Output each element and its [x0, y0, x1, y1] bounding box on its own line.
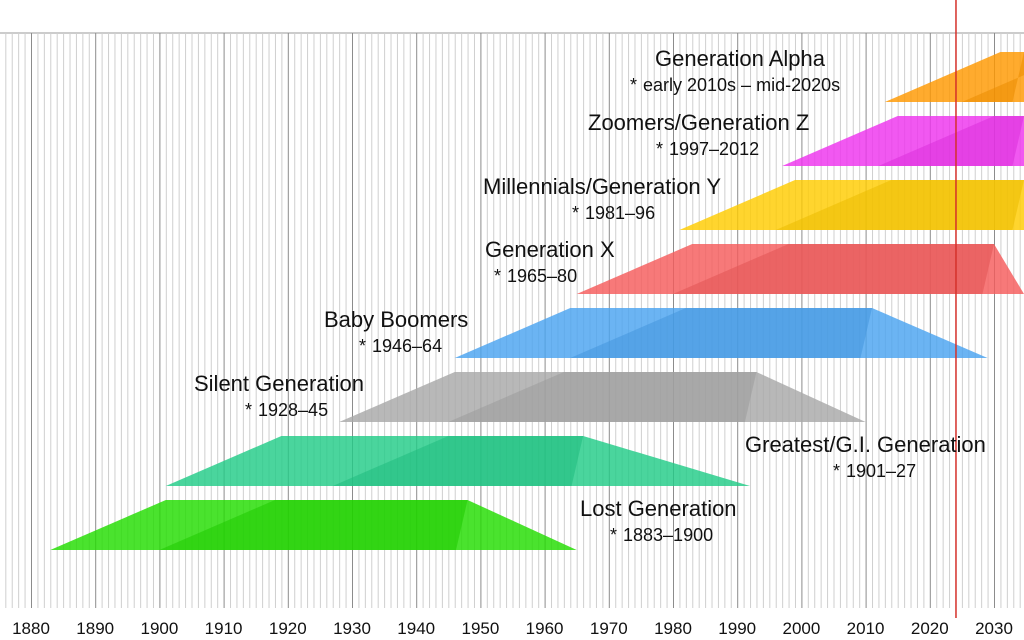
generation-birth-range-label: early 2010s – mid-2020s	[643, 75, 840, 95]
birth-marker-symbol: *	[833, 461, 840, 481]
generation-name-label: Millennials/Generation Y	[483, 174, 721, 199]
x-tick-label: 2000	[782, 619, 820, 638]
generation-band-overlap	[878, 116, 1024, 166]
generation-band-overlap	[570, 308, 873, 358]
x-tick-label: 2030	[975, 619, 1013, 638]
x-tick-label: 1930	[333, 619, 371, 638]
generation-band-overlap	[448, 372, 757, 422]
generation-band	[339, 372, 866, 422]
generation-name-label: Generation Alpha	[655, 46, 826, 71]
generation-name-label: Generation X	[485, 237, 615, 262]
x-tick-label: 1890	[76, 619, 114, 638]
x-axis: 1880 1890 1900 1910 1920 1930 1940 1950 1960 1970…	[12, 619, 1013, 638]
birth-marker-symbol: *	[656, 139, 663, 159]
generation-birth-range-label: 1965–80	[507, 266, 577, 286]
x-tick-label: 2010	[847, 619, 885, 638]
x-tick-label: 1940	[397, 619, 435, 638]
generation-labels: Generation Alpha * early 2010s – mid-2020s…	[194, 46, 986, 545]
birth-marker-symbol: *	[494, 266, 501, 286]
generation-band	[165, 436, 751, 486]
x-tick-label: 1960	[526, 619, 564, 638]
generation-band	[782, 116, 1024, 166]
generation-band-overlap	[775, 180, 1024, 230]
generation-band	[884, 52, 1024, 102]
generation-band	[576, 244, 1024, 294]
x-tick-label: 1900	[140, 619, 178, 638]
generation-band-overlap	[159, 500, 468, 550]
generation-band-overlap	[961, 52, 1024, 102]
generation-band	[50, 500, 577, 550]
generation-band-overlap	[332, 436, 584, 486]
generation-name-label: Zoomers/Generation Z	[588, 110, 809, 135]
generation-birth-range-label: 1901–27	[846, 461, 916, 481]
birth-marker-symbol: *	[572, 203, 579, 223]
x-tick-label: 1910	[205, 619, 243, 638]
birth-marker-symbol: *	[245, 400, 252, 420]
generation-name-label: Baby Boomers	[324, 307, 468, 332]
x-tick-label: 2020	[911, 619, 949, 638]
x-tick-label: 1980	[654, 619, 692, 638]
x-tick-label: 1920	[269, 619, 307, 638]
birth-marker-symbol: *	[630, 75, 637, 95]
generation-bands	[50, 0, 1024, 618]
generation-name-label: Silent Generation	[194, 371, 364, 396]
generation-band-overlap	[673, 244, 994, 294]
birth-marker-symbol: *	[610, 525, 617, 545]
generation-birth-range-label: 1883–1900	[623, 525, 713, 545]
generation-name-label: Greatest/G.I. Generation	[745, 432, 986, 457]
generation-birth-range-label: 1997–2012	[669, 139, 759, 159]
x-tick-label: 1970	[590, 619, 628, 638]
generation-band-shape	[884, 52, 1024, 102]
x-tick-label: 1990	[718, 619, 756, 638]
generation-birth-range-label: 1981–96	[585, 203, 655, 223]
generation-birth-range-label: 1946–64	[372, 336, 442, 356]
generation-name-label: Lost Generation	[580, 496, 737, 521]
generation-birth-range-label: 1928–45	[258, 400, 328, 420]
x-tick-label: 1880	[12, 619, 50, 638]
x-tick-label: 1950	[461, 619, 499, 638]
generation-band	[679, 180, 1024, 230]
generation-band	[454, 308, 988, 358]
birth-marker-symbol: *	[359, 336, 366, 356]
